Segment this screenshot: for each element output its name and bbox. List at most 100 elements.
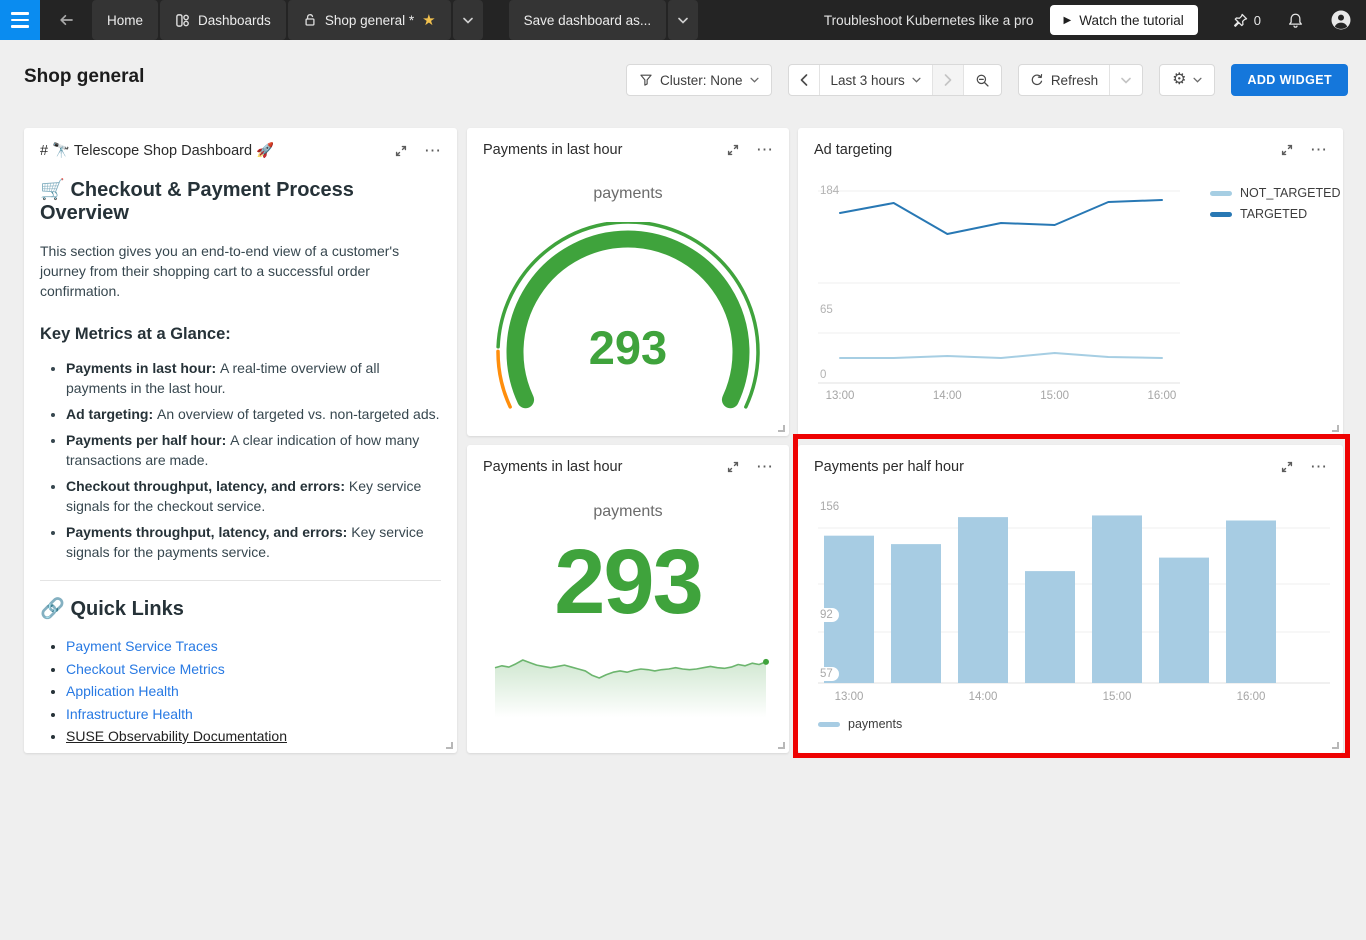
y-tick-label: 0: [820, 369, 826, 381]
markdown-intro: This section gives you an end-to-end vie…: [40, 241, 441, 301]
quick-link[interactable]: Application Health: [66, 683, 179, 699]
markdown-subheading: Key Metrics at a Glance:: [40, 325, 441, 344]
svg-text:293: 293: [589, 321, 667, 374]
watch-tutorial-button[interactable]: ▶ Watch the tutorial: [1050, 5, 1198, 35]
dashboard-toolbar: Cluster: None Last 3 hours Re: [626, 64, 1348, 96]
widget-title: Payments in last hour: [483, 142, 726, 158]
avatar-icon: [1330, 9, 1352, 31]
legend-item[interactable]: payments: [818, 717, 902, 731]
quick-link[interactable]: SUSE Observability Documentation: [66, 728, 287, 744]
markdown-heading: 🛒 Checkout & Payment Process Overview: [40, 177, 441, 225]
metric-item: Payments per half hour: A clear indicati…: [66, 430, 441, 470]
resize-handle[interactable]: [778, 425, 785, 432]
dashboard-settings-button[interactable]: ⚙: [1159, 64, 1215, 96]
hamburger-menu-button[interactable]: [0, 0, 40, 40]
metrics-list: Payments in last hour: A real-time overv…: [40, 358, 441, 562]
x-tick-label: 14:00: [969, 691, 998, 703]
resize-handle[interactable]: [1332, 425, 1339, 432]
user-avatar[interactable]: [1330, 9, 1352, 31]
gear-icon: ⚙: [1172, 72, 1186, 88]
time-range-button[interactable]: Last 3 hours: [819, 65, 932, 95]
x-tick-label: 16:00: [1237, 691, 1266, 703]
widget-menu-icon[interactable]: ⋯: [756, 145, 773, 155]
save-dashboard-as-button[interactable]: Save dashboard as...: [509, 0, 667, 40]
tab-current-dashboard-label: Shop general *: [325, 13, 414, 28]
y-tick-label: 184: [820, 185, 839, 197]
time-forward-button[interactable]: [932, 65, 963, 95]
time-back-button[interactable]: [789, 65, 819, 95]
widget-menu-icon[interactable]: ⋯: [756, 462, 773, 472]
chevron-down-icon: [912, 77, 921, 83]
widget-markdown: # 🔭 Telescope Shop Dashboard 🚀 ⋯ 🛒 Check…: [24, 128, 457, 753]
y-tick-label: 92: [814, 608, 839, 622]
bell-icon: [1287, 12, 1304, 29]
x-tick-label: 13:00: [835, 691, 864, 703]
widget-menu-icon[interactable]: ⋯: [1310, 145, 1327, 155]
tab-dashboards[interactable]: Dashboards: [160, 0, 286, 40]
page-title: Shop general: [24, 66, 144, 88]
pinned-views-button[interactable]: 0: [1232, 12, 1261, 29]
quick-link-item: Payment Service Traces: [66, 635, 441, 658]
expand-widget-icon[interactable]: [726, 143, 740, 157]
legend-label: TARGETED: [1240, 207, 1307, 221]
legend-label: NOT_TARGETED: [1240, 186, 1340, 200]
y-tick-label: 156: [814, 500, 845, 514]
y-tick-label: 57: [814, 667, 839, 681]
add-widget-button[interactable]: ADD WIDGET: [1231, 64, 1348, 96]
metric-item: Ad targeting: An overview of targeted vs…: [66, 404, 441, 424]
expand-widget-icon[interactable]: [726, 460, 740, 474]
widget-menu-icon[interactable]: ⋯: [1310, 462, 1327, 472]
tab-home[interactable]: Home: [92, 0, 158, 40]
payments-sparkline: [467, 652, 789, 730]
time-range-control: Last 3 hours: [788, 64, 1002, 96]
cluster-filter-button[interactable]: Cluster: None: [626, 64, 772, 96]
notifications-button[interactable]: [1287, 12, 1304, 29]
quick-link[interactable]: Payment Service Traces: [66, 638, 218, 654]
expand-widget-icon[interactable]: [1280, 460, 1294, 474]
refresh-label: Refresh: [1051, 73, 1098, 88]
tab-current-dashboard[interactable]: Shop general * ★: [288, 0, 451, 40]
widget-title: Ad targeting: [814, 142, 1280, 158]
quick-link[interactable]: Infrastructure Health: [66, 706, 193, 722]
widget-payments-gauge: Payments in last hour ⋯ payments 293: [467, 128, 789, 436]
payments-bar-chart: [798, 445, 1343, 753]
expand-widget-icon[interactable]: [1280, 143, 1294, 157]
legend-item[interactable]: TARGETED: [1210, 207, 1340, 221]
save-dashboard-menu-button[interactable]: [668, 0, 698, 40]
widget-title: # 🔭 Telescope Shop Dashboard 🚀: [40, 142, 394, 159]
resize-handle[interactable]: [1332, 742, 1339, 749]
quick-link[interactable]: Checkout Service Metrics: [66, 661, 225, 677]
top-navigation-bar: Home Dashboards Shop general * ★ Save da…: [0, 0, 1366, 40]
refresh-menu-button[interactable]: [1109, 65, 1142, 95]
zoom-out-icon: [975, 73, 990, 88]
quick-link-item: Infrastructure Health: [66, 703, 441, 726]
expand-widget-icon[interactable]: [394, 144, 408, 158]
widget-payments-number: Payments in last hour ⋯ payments 293: [467, 445, 789, 753]
resize-handle[interactable]: [446, 742, 453, 749]
legend-item[interactable]: NOT_TARGETED: [1210, 186, 1340, 200]
widget-title: Payments per half hour: [814, 459, 1280, 475]
favorite-star-icon[interactable]: ★: [422, 11, 435, 29]
tab-home-label: Home: [107, 13, 143, 28]
number-metric-label: payments: [467, 503, 789, 521]
dashboard-tab-menu-button[interactable]: [453, 0, 483, 40]
chevron-down-icon: [678, 17, 688, 24]
filter-funnel-icon: [639, 73, 653, 87]
legend-swatch: [818, 722, 840, 727]
back-arrow-icon: [58, 12, 74, 28]
save-dashboard-as-label: Save dashboard as...: [524, 13, 652, 28]
refresh-control: Refresh: [1018, 64, 1143, 96]
chevron-down-icon: [463, 17, 473, 24]
back-button[interactable]: [40, 0, 92, 40]
refresh-button[interactable]: Refresh: [1019, 65, 1109, 95]
widget-menu-icon[interactable]: ⋯: [424, 146, 441, 156]
x-tick-label: 15:00: [1040, 390, 1069, 402]
time-range-label: Last 3 hours: [831, 73, 905, 88]
quick-link-item: Checkout Service Metrics: [66, 658, 441, 681]
play-icon: ▶: [1064, 15, 1072, 26]
zoom-out-time-button[interactable]: [963, 65, 1001, 95]
gauge-metric-label: payments: [467, 185, 789, 203]
widget-payments-per-half-hour: Payments per half hour ⋯ payments 156 92 5…: [798, 445, 1343, 753]
x-tick-label: 16:00: [1148, 390, 1177, 402]
resize-handle[interactable]: [778, 742, 785, 749]
